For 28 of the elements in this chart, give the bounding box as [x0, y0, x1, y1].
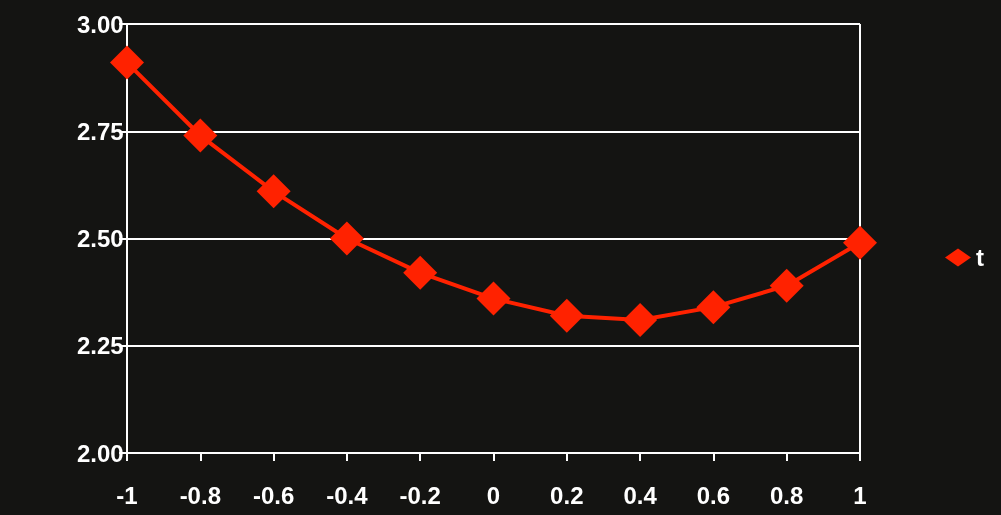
x-tick-label: 0.2 [550, 481, 584, 509]
x-tick-label: -0.6 [252, 481, 295, 509]
x-tick-label: 0.6 [696, 481, 731, 509]
x-tick-label: 0.8 [770, 481, 804, 509]
point [843, 225, 877, 260]
y-tick-label: 2.25 [77, 332, 124, 360]
point [476, 281, 511, 316]
x-tick-label: 0.4 [623, 481, 658, 509]
point [329, 221, 364, 256]
legend-label: t [976, 244, 984, 271]
point [403, 255, 438, 290]
point [769, 268, 804, 303]
x-tick-label: -1 [116, 481, 138, 509]
y-tick-label: 2.50 [77, 225, 124, 252]
y-tick-label: 2.00 [77, 439, 124, 467]
point [110, 45, 144, 80]
point [623, 303, 658, 338]
y-tick-label: 3.00 [77, 10, 124, 38]
x-tick-label: -0.4 [326, 481, 369, 509]
x-tick-label: -0.2 [399, 481, 441, 509]
x-tick-label: -0.8 [179, 481, 221, 509]
x-tick-label: 1 [853, 481, 867, 509]
y-tick-label: 2.75 [77, 117, 124, 145]
point [696, 290, 731, 325]
point [549, 298, 584, 333]
point [183, 118, 218, 153]
x-tick-label: 0 [486, 481, 501, 509]
point [256, 174, 291, 209]
